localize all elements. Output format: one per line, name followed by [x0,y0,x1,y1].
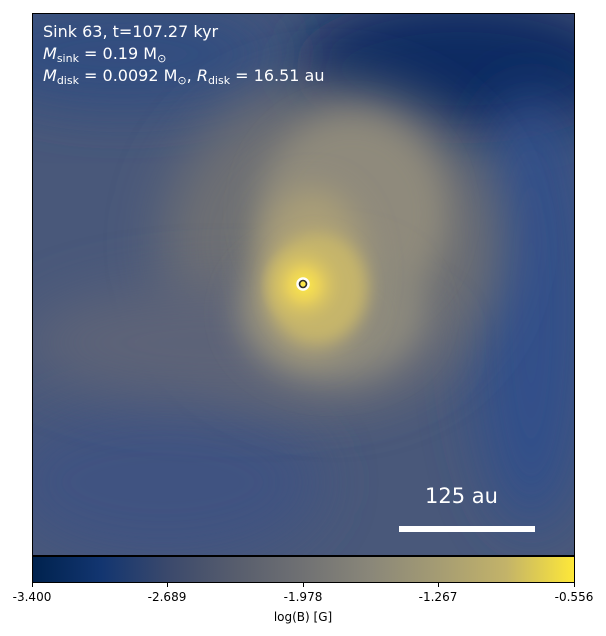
colorbar-tick-label: -1.267 [418,590,458,604]
rdisk-separator: , [186,66,197,85]
msink-value: = 0.19 M [84,44,158,63]
rdisk-value: = 16.51 au [235,66,325,85]
mdisk-value: = 0.0092 M [84,66,178,85]
colorbar-tick-label: -0.556 [554,590,594,604]
scale-bar-label: 125 au [425,484,498,508]
sink-info-line: Sink 63, t=107.27 kyr [43,22,218,42]
field-image [33,14,574,555]
msink-line: Msink = 0.19 M⊙ [43,44,166,64]
colorbar-tick [32,583,33,587]
colorbar-tick-label: -3.400 [12,590,52,604]
sink-marker-outer [296,277,310,291]
colorbar-tick [303,583,304,587]
mdisk-rdisk-line: Mdisk = 0.0092 M⊙, Rdisk = 16.51 au [43,66,325,86]
scale-bar [399,526,535,532]
magnetic-field-map: Sink 63, t=107.27 kyr Msink = 0.19 M⊙ Md… [32,13,575,556]
colorbar-tick [167,583,168,587]
colorbar-tick-label: -2.689 [147,590,187,604]
mdisk-unit-subscript: ⊙ [177,74,187,87]
mdisk-subscript: disk [56,74,79,87]
sink-label: Sink 63, t=107.27 kyr [43,22,219,41]
msink-subscript: sink [56,52,79,65]
rdisk-symbol: R [196,66,208,85]
sink-marker-inner [298,279,308,289]
msink-symbol: M [43,44,57,63]
colorbar-tick [574,583,575,587]
colorbar-label: log(B) [G] [273,610,333,624]
msink-unit-subscript: ⊙ [157,52,167,65]
colorbar [32,556,575,583]
colorbar-tick-label: -1.978 [283,590,323,604]
mdisk-symbol: M [43,66,57,85]
rdisk-subscript: disk [207,74,231,87]
colorbar-tick [438,583,439,587]
